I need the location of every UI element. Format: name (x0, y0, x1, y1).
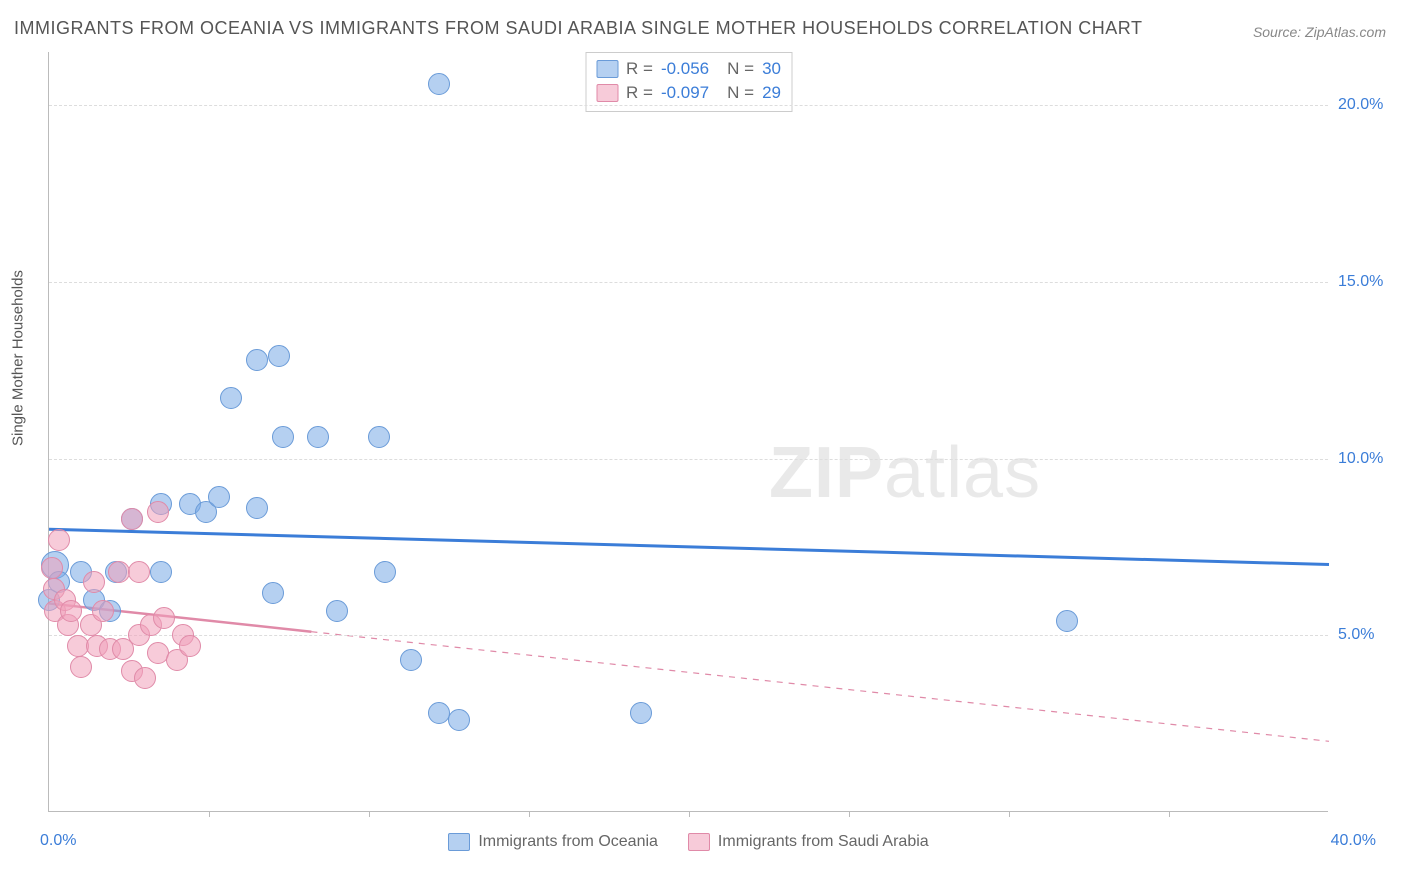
point-oceania (400, 649, 422, 671)
point-oceania (448, 709, 470, 731)
point-oceania (630, 702, 652, 724)
point-saudi (70, 656, 92, 678)
point-oceania (268, 345, 290, 367)
trend-lines (49, 52, 1328, 811)
x-tick (689, 811, 690, 817)
y-tick-label: 20.0% (1338, 96, 1398, 114)
x-tick (529, 811, 530, 817)
legend-label-saudi: Immigrants from Saudi Arabia (718, 833, 929, 851)
point-saudi (60, 600, 82, 622)
point-oceania (246, 497, 268, 519)
series-legend: Immigrants from Oceania Immigrants from … (49, 833, 1328, 851)
plot-area: R = -0.056 N = 30 R = -0.097 N = 29 ZIPa… (48, 52, 1328, 812)
gridline (49, 105, 1328, 106)
y-axis-label: Single Mother Households (10, 270, 27, 446)
point-oceania (374, 561, 396, 583)
point-oceania (220, 387, 242, 409)
x-tick (849, 811, 850, 817)
point-oceania (428, 73, 450, 95)
point-saudi (41, 557, 63, 579)
x-tick (209, 811, 210, 817)
source-attribution: Source: ZipAtlas.com (1253, 24, 1386, 40)
point-oceania (307, 426, 329, 448)
swatch-oceania-icon (448, 833, 470, 851)
point-oceania (368, 426, 390, 448)
point-saudi (147, 501, 169, 523)
point-saudi (153, 607, 175, 629)
x-tick (1169, 811, 1170, 817)
point-saudi (92, 600, 114, 622)
point-saudi (48, 529, 70, 551)
point-oceania (272, 426, 294, 448)
x-axis-start-label: 0.0% (40, 832, 76, 850)
gridline (49, 635, 1328, 636)
x-tick (369, 811, 370, 817)
point-saudi (179, 635, 201, 657)
gridline (49, 282, 1328, 283)
trend-line (49, 529, 1329, 564)
legend-item-oceania: Immigrants from Oceania (448, 833, 658, 851)
y-tick-label: 10.0% (1338, 450, 1398, 468)
point-saudi (83, 571, 105, 593)
legend-label-oceania: Immigrants from Oceania (478, 833, 658, 851)
point-oceania (326, 600, 348, 622)
x-tick (1009, 811, 1010, 817)
point-oceania (1056, 610, 1078, 632)
point-oceania (208, 486, 230, 508)
x-axis-end-label: 40.0% (1331, 832, 1376, 850)
point-oceania (262, 582, 284, 604)
point-oceania (246, 349, 268, 371)
chart-title: IMMIGRANTS FROM OCEANIA VS IMMIGRANTS FR… (14, 18, 1142, 39)
swatch-saudi-icon (688, 833, 710, 851)
gridline (49, 459, 1328, 460)
y-tick-label: 5.0% (1338, 626, 1398, 644)
legend-item-saudi: Immigrants from Saudi Arabia (688, 833, 929, 851)
point-saudi (128, 561, 150, 583)
y-tick-label: 15.0% (1338, 273, 1398, 291)
point-saudi (134, 667, 156, 689)
point-saudi (121, 508, 143, 530)
point-oceania (150, 561, 172, 583)
